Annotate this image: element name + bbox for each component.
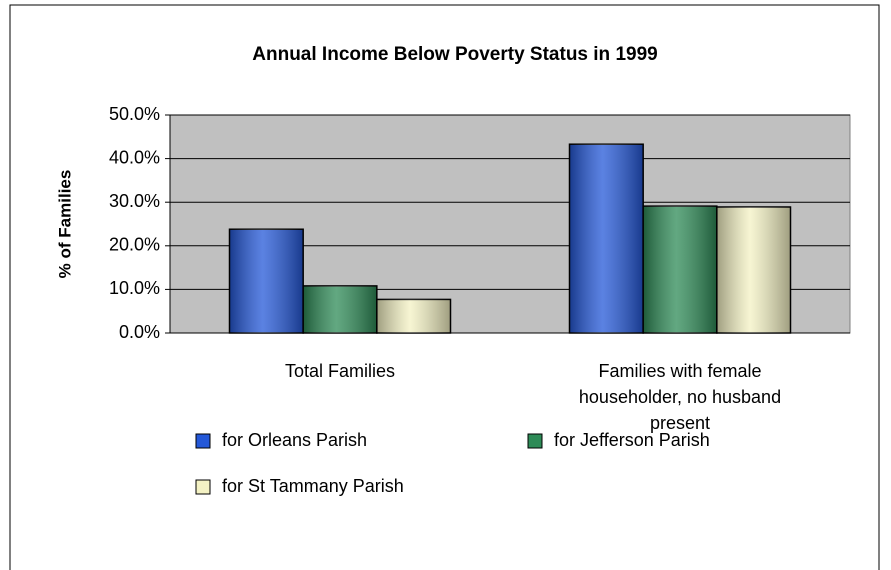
x-tick-label: Total Families bbox=[284, 361, 396, 381]
bar-shade bbox=[229, 229, 304, 333]
legend-swatch bbox=[195, 479, 211, 495]
y-tick-label: 40.0% bbox=[109, 147, 160, 167]
y-tick-label: 20.0% bbox=[109, 235, 160, 255]
legend-swatch bbox=[527, 433, 543, 449]
legend-label: for St Tammany Parish bbox=[222, 476, 404, 496]
bar-shade bbox=[376, 299, 451, 333]
bar-shade bbox=[303, 285, 377, 333]
bar-shade bbox=[716, 206, 791, 333]
bar-shade bbox=[643, 206, 717, 333]
y-tick-label: 50.0% bbox=[109, 104, 160, 124]
x-tick-label: Families with female householder, no hus… bbox=[578, 361, 782, 433]
y-tick-label: 10.0% bbox=[109, 278, 160, 298]
y-tick-label: 30.0% bbox=[109, 191, 160, 211]
legend-swatch bbox=[195, 433, 211, 449]
legend-label: for Orleans Parish bbox=[222, 430, 367, 450]
y-tick-label: 0.0% bbox=[119, 322, 160, 342]
legend-label: for Jefferson Parish bbox=[554, 430, 710, 450]
y-axis-label: % of Families bbox=[55, 170, 74, 279]
chart-title: Annual Income Below Poverty Status in 19… bbox=[252, 44, 657, 65]
bar-shade bbox=[569, 144, 644, 333]
